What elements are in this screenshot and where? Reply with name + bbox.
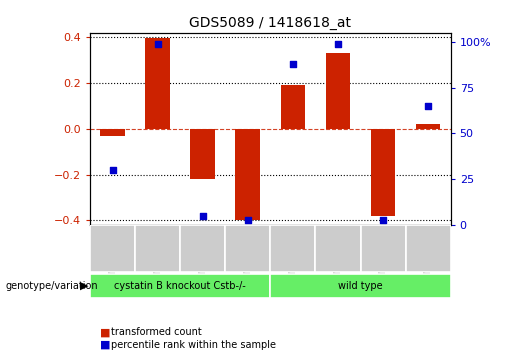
Bar: [315, 225, 360, 272]
Bar: [371, 129, 396, 216]
Text: wild type: wild type: [338, 281, 383, 291]
Bar: [180, 225, 226, 272]
Bar: [100, 129, 125, 136]
Text: genotype/variation: genotype/variation: [5, 281, 98, 291]
Point: [334, 41, 342, 46]
Bar: [281, 85, 305, 129]
Point: [289, 61, 297, 67]
Bar: [226, 225, 270, 272]
Point: [153, 41, 162, 46]
Point: [379, 217, 387, 223]
Point: [424, 103, 432, 109]
Text: transformed count: transformed count: [111, 327, 201, 337]
Bar: [270, 225, 315, 272]
Text: ■: ■: [100, 340, 111, 350]
Bar: [406, 225, 451, 272]
Text: ▶: ▶: [80, 281, 89, 291]
Bar: [325, 53, 350, 129]
Text: ■: ■: [100, 327, 111, 337]
Title: GDS5089 / 1418618_at: GDS5089 / 1418618_at: [190, 16, 351, 30]
Bar: [90, 274, 270, 298]
Point: [109, 167, 117, 173]
Point: [199, 213, 207, 219]
Text: cystatin B knockout Cstb-/-: cystatin B knockout Cstb-/-: [114, 281, 246, 291]
Bar: [191, 129, 215, 179]
Bar: [135, 225, 180, 272]
Bar: [145, 38, 170, 129]
Bar: [235, 129, 260, 220]
Bar: [416, 124, 440, 129]
Point: [244, 217, 252, 223]
Text: percentile rank within the sample: percentile rank within the sample: [111, 340, 276, 350]
Bar: [270, 274, 451, 298]
Bar: [360, 225, 406, 272]
Bar: [90, 225, 135, 272]
